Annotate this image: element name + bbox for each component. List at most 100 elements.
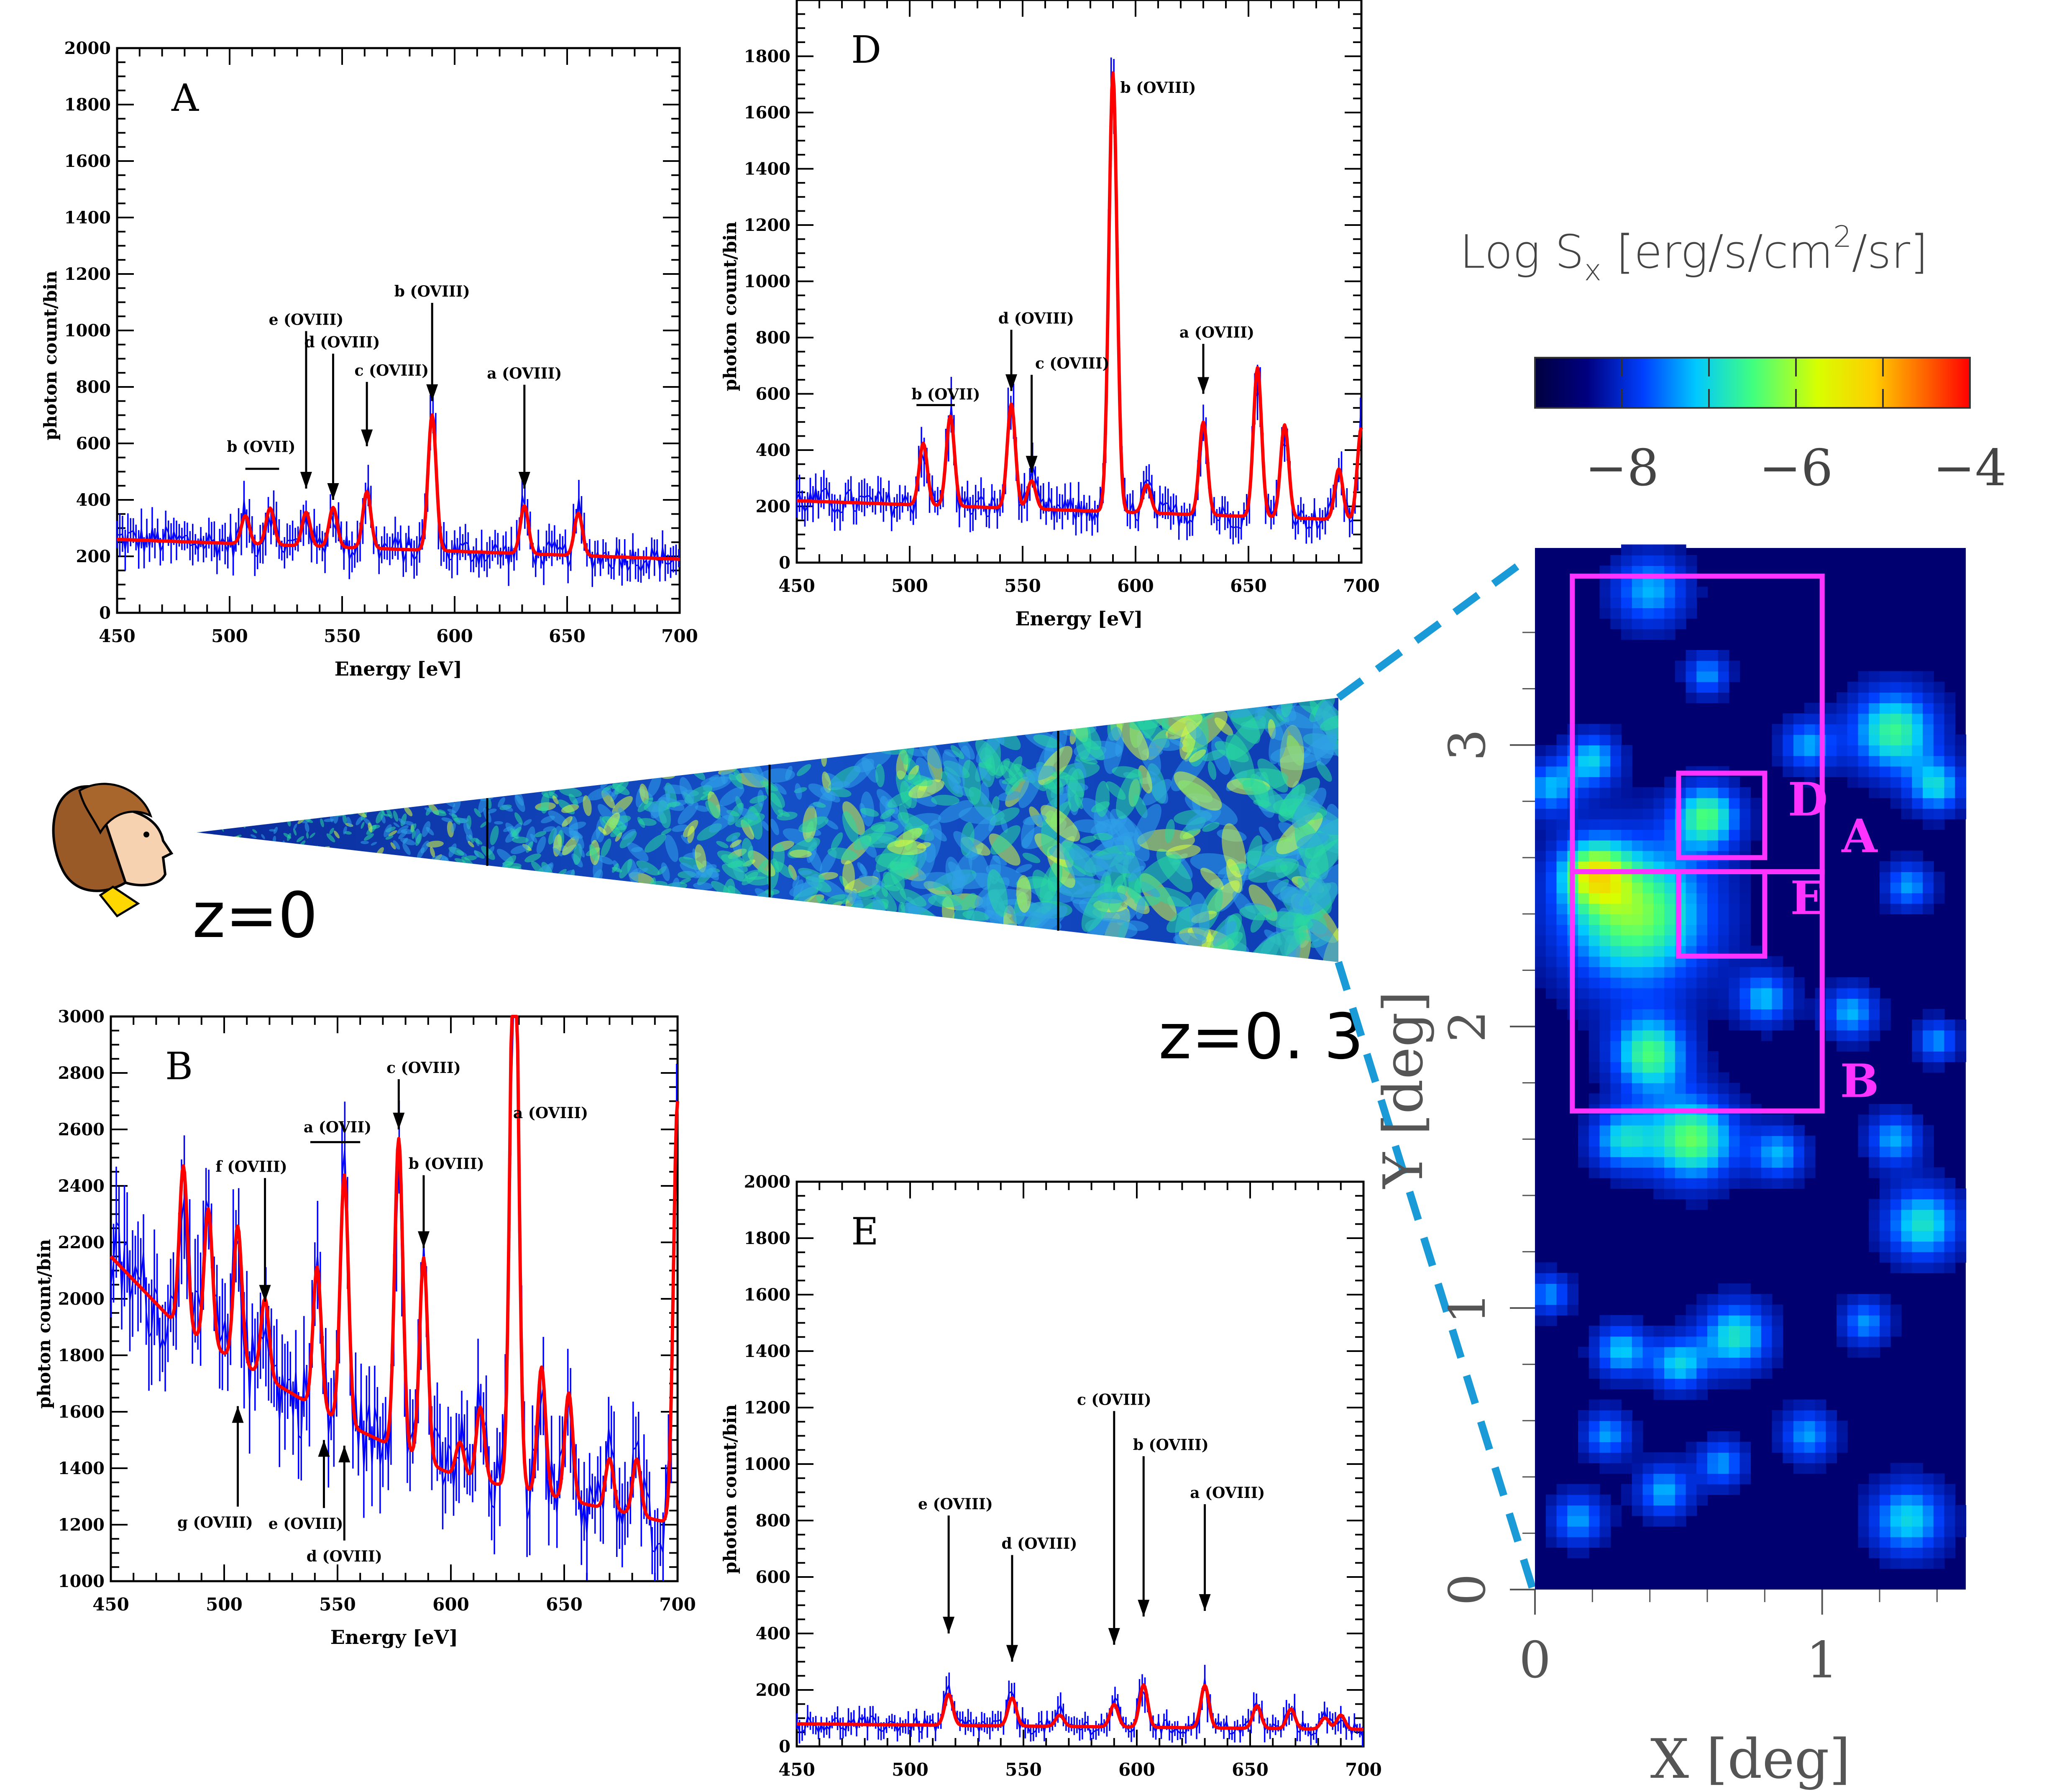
map-pixel: [1589, 1062, 1600, 1073]
map-pixel: [1880, 893, 1891, 904]
map-pixel: [1589, 914, 1600, 925]
filament: [1165, 819, 1175, 843]
map-pixel: [1664, 1505, 1676, 1516]
filament: [1112, 766, 1141, 778]
map-pixel: [1589, 1125, 1600, 1136]
map-pixel: [1567, 1547, 1579, 1559]
line-label: d (OVIII): [1001, 1535, 1077, 1553]
map-pixel: [1535, 1304, 1546, 1316]
map-pixel: [1707, 808, 1719, 819]
map-pixel: [1664, 956, 1676, 967]
map-pixel: [1632, 935, 1643, 946]
filament: [1051, 771, 1069, 778]
map-pixel: [1567, 1536, 1579, 1548]
map-pixel: [1707, 1114, 1719, 1126]
map-pixel: [1664, 903, 1676, 914]
map-pixel: [1642, 1463, 1654, 1474]
filament: [480, 821, 488, 828]
filament: [306, 832, 309, 839]
colorbar: Log Sx [erg/s/cm2/sr] −8 −6 −4: [1460, 220, 2007, 497]
map-pixel: [1729, 1178, 1740, 1189]
map-pixel: [1901, 1157, 1913, 1168]
panel-label: D: [851, 28, 881, 72]
map-pixel: [1664, 840, 1676, 851]
map-pixel: [1804, 713, 1816, 724]
map-pixel: [1944, 703, 1956, 714]
map-pixel: [1729, 1347, 1740, 1358]
map-pixel: [1869, 1199, 1880, 1210]
map-pixel: [1707, 988, 1719, 999]
map-pixel: [1599, 766, 1611, 777]
map-pixel: [1729, 1336, 1740, 1347]
map-pixel: [1578, 1421, 1589, 1432]
map-pixel: [1610, 618, 1622, 630]
map-pixel: [1718, 1009, 1729, 1020]
map-pixel: [1664, 1484, 1676, 1495]
map-pixel: [1675, 967, 1686, 978]
map-pixel: [1804, 734, 1816, 745]
map-pixel: [1664, 882, 1676, 893]
map-pixel: [1653, 555, 1665, 566]
map-pixel: [1761, 998, 1773, 1009]
map-pixel: [1664, 819, 1676, 830]
x-axis-label: Energy [eV]: [1015, 607, 1143, 630]
map-pixel: [1610, 1093, 1622, 1105]
map-pixel: [1847, 1315, 1859, 1326]
filament: [401, 829, 413, 835]
map-pixel: [1632, 1421, 1643, 1432]
map-pixel: [1675, 988, 1686, 999]
map-pixel: [1664, 544, 1676, 556]
map-pixel: [1545, 935, 1557, 946]
line-annotations: c (OVIII)a (OVIII)b (OVIII)f (OVIII)a (O…: [177, 1059, 588, 1565]
map-pixel: [1696, 1326, 1708, 1337]
map-pixel: [1729, 1157, 1740, 1168]
map-pixel: [1837, 766, 1848, 777]
map-pixel: [1729, 1114, 1740, 1126]
map-pixel: [1890, 850, 1902, 862]
map-pixel: [1653, 1051, 1665, 1062]
map-pixel: [1783, 1421, 1794, 1432]
filament: [603, 812, 620, 836]
map-pixel: [1653, 1157, 1665, 1168]
map-pixel: [1664, 1188, 1676, 1200]
map-pixel: [1933, 819, 1945, 830]
map-pixel: [1793, 988, 1805, 999]
filament: [1151, 887, 1191, 907]
filament: [1225, 733, 1255, 788]
filament: [1075, 719, 1092, 760]
map-pixel: [1686, 1378, 1697, 1390]
map-pixel: [1718, 1157, 1729, 1168]
map-pixel: [1567, 1484, 1579, 1495]
map-pixel: [1610, 1357, 1622, 1368]
map-pixel: [1675, 1389, 1686, 1400]
filament: [530, 834, 537, 843]
map-pixel: [1664, 787, 1676, 799]
map-pixel: [1545, 808, 1557, 819]
map-pixel: [1847, 703, 1859, 714]
map-x-tick-label: 1: [1806, 1631, 1838, 1690]
map-pixel: [1599, 1167, 1611, 1178]
line-label: d (OVIII): [998, 310, 1074, 327]
filament: [589, 844, 598, 861]
map-pixel: [1718, 882, 1729, 893]
map-pixel: [1837, 692, 1848, 704]
filament: [729, 840, 742, 848]
filament: [844, 758, 875, 788]
map-pixel: [1556, 988, 1568, 999]
map-pixel: [1739, 1452, 1751, 1464]
map-pixel: [1621, 998, 1632, 1009]
map-pixel: [1718, 660, 1729, 672]
map-pixel: [1858, 1526, 1870, 1537]
map-pixel: [1642, 998, 1654, 1009]
map-pixel: [1642, 1357, 1654, 1368]
map-pixel: [1869, 1019, 1880, 1031]
filament: [452, 799, 461, 814]
map-pixel: [1556, 903, 1568, 914]
map-pixel: [1761, 967, 1773, 978]
map-pixel: [1890, 1125, 1902, 1136]
filament: [990, 825, 1021, 855]
filament: [250, 834, 257, 838]
map-pixel: [1556, 945, 1568, 957]
filament: [765, 888, 780, 895]
